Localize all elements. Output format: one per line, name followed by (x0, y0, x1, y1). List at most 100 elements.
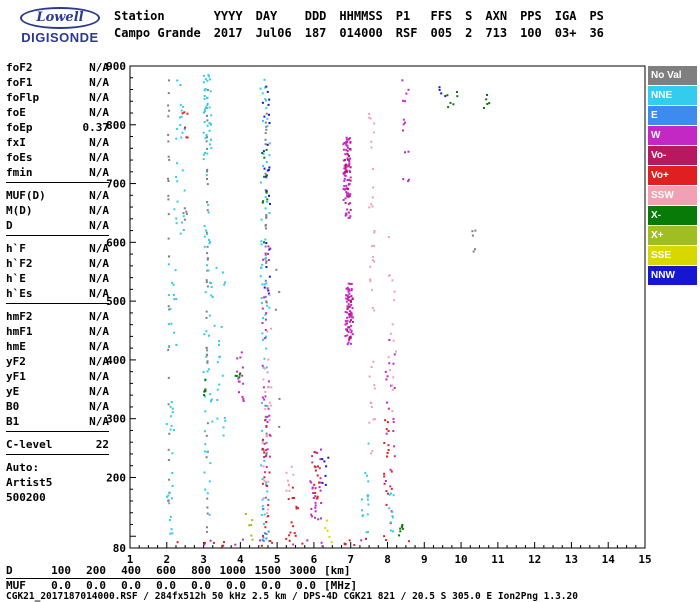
y-tick-label: 800 (106, 119, 126, 132)
x-tick-label: 2 (163, 553, 170, 566)
legend-E: E (648, 106, 697, 125)
x-tick-label: 12 (528, 553, 541, 566)
param-value: N/A (89, 242, 109, 255)
legend-Vo+: Vo+ (648, 166, 697, 185)
muf-value: 0.0 (296, 579, 316, 592)
param-row-foEs: foEs N/A (6, 150, 109, 165)
param-group: hmF2 N/A hmF1 N/A hmE N/A yF2 N/A yF1 N/A yE N/A B0 N… (6, 309, 109, 432)
y-tick-label: 600 (106, 236, 126, 249)
d-value: 100 (51, 564, 71, 577)
x-tick-label: 9 (421, 553, 428, 566)
param-row-500200: 500200 (6, 490, 109, 505)
param-label: foF1 (6, 76, 33, 89)
param-value: N/A (89, 287, 109, 300)
legend-NNE: NNE (648, 86, 697, 105)
param-label: hmE (6, 340, 26, 353)
param-label: D (6, 219, 13, 232)
param-row-foFlp: foFlp N/A (6, 90, 109, 105)
header-label: FFS (430, 9, 453, 23)
header-value: 2017 (213, 26, 243, 40)
param-label: foEp (6, 121, 33, 134)
d-unit: [km] (324, 564, 351, 577)
param-row-fxI: fxI N/A (6, 135, 109, 150)
param-label: h`F2 (6, 257, 33, 270)
d-value: 3000 (289, 564, 317, 577)
param-label: B0 (6, 400, 20, 413)
muf-value: 0.0 (51, 579, 71, 592)
header-label: DDD (304, 9, 327, 23)
x-tick-label: 7 (347, 553, 354, 566)
x-tick-label: 14 (602, 553, 616, 566)
param-row-Artist5: Artist5 (6, 475, 109, 490)
header-field-ps: PS 36 (589, 8, 603, 42)
legend-X+: X+ (648, 226, 697, 245)
header-field-axn: AXN 713 (485, 8, 507, 42)
param-label: h`E (6, 272, 26, 285)
distance-muf-block: D 100 200 400 600 800 1000 1500 3000 [km] MUF 0.… (6, 565, 357, 592)
muf-value: 0.0 (121, 579, 141, 592)
y-tick-label: 500 (106, 295, 126, 308)
header-field-station: Station Campo Grande (114, 8, 201, 42)
y-tick-label: 400 (106, 354, 126, 367)
param-row-foEp: foEp 0.37 (6, 120, 109, 135)
param-row-hmF2: hmF2 N/A (6, 309, 109, 324)
param-value: 0.37 (82, 121, 110, 134)
legend-NNW: NNW (648, 266, 697, 285)
d-value: 600 (156, 564, 176, 577)
param-group: Auto: Artist5 500200 (6, 460, 109, 507)
param-value: N/A (89, 76, 109, 89)
param-label: B1 (6, 415, 20, 428)
x-tick-label: 11 (491, 553, 505, 566)
d-value: 1000 (219, 564, 247, 577)
header-field-day: DAY Jul06 (256, 8, 292, 42)
header-label: PPS (520, 9, 542, 23)
param-value: N/A (89, 415, 109, 428)
param-label: foFlp (6, 91, 40, 104)
param-row-fmin: fmin N/A (6, 165, 109, 180)
y-tick-label: 700 (106, 178, 126, 191)
d-row: D 100 200 400 600 800 1000 1500 3000 [km] (6, 565, 351, 579)
x-tick-label: 15 (638, 553, 651, 566)
header-field-ffs: FFS 005 (430, 8, 452, 42)
param-row-B1: B1 N/A (6, 414, 109, 429)
muf-value: 0.0 (156, 579, 176, 592)
param-value: N/A (89, 61, 109, 74)
param-label: yE (6, 385, 20, 398)
param-row-C-level: C-level 22 (6, 437, 109, 452)
param-value: N/A (89, 166, 109, 179)
x-tick-label: 3 (200, 553, 207, 566)
param-value: N/A (89, 91, 109, 104)
d-value: 1500 (254, 564, 282, 577)
param-value: N/A (89, 189, 109, 202)
param-group: h`F N/A h`F2 N/A h`E N/A h`Es N/A (6, 241, 109, 304)
param-value: N/A (89, 370, 109, 383)
digisonde-logo-text: DIGISONDE (21, 30, 99, 45)
d-value: 400 (121, 564, 141, 577)
param-label: Auto: (6, 461, 40, 474)
param-value: N/A (89, 385, 109, 398)
param-row-hmE: hmE N/A (6, 339, 109, 354)
param-value: N/A (89, 310, 109, 323)
header-field-yyyy: YYYY 2017 (214, 8, 243, 42)
y-tick-label: 900 (106, 60, 126, 73)
scatter-points (165, 73, 491, 548)
header-value: 100 (520, 26, 542, 40)
header-label: S (465, 9, 473, 23)
param-row-foF1: foF1 N/A (6, 75, 109, 90)
legend-SSW: SSW (648, 186, 697, 205)
x-tick-label: 10 (454, 553, 467, 566)
header-value: 005 (430, 26, 453, 40)
param-label: Artist5 (6, 476, 53, 489)
parameter-panel: foF2 N/A foF1 N/A foFlp N/A foE N/A foEp 0.37 fxI N… (6, 60, 109, 512)
header-value: 36 (589, 26, 604, 40)
file-info: CGK21_2017187014000.RSF / 284fx512h 50 k… (6, 591, 578, 602)
lowell-logo-text: Lowell (20, 7, 100, 29)
header-label: IGA (554, 9, 577, 23)
param-row-h`Es: h`Es N/A (6, 286, 109, 301)
param-label: fxI (6, 136, 26, 149)
header-field-pps: PPS 100 (520, 8, 542, 42)
header-value: 014000 (339, 26, 383, 40)
param-label: fmin (6, 166, 33, 179)
